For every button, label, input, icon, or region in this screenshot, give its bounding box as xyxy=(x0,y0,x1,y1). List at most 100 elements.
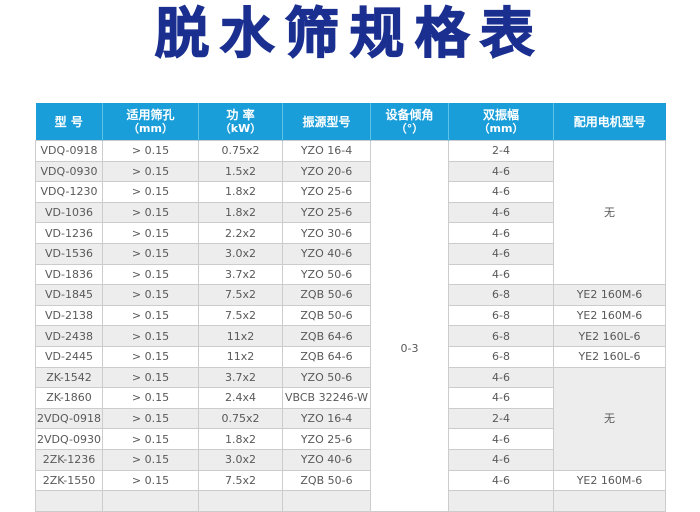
table-row-VDQ-1230: VDQ-1230 > 0.15 1.8x2 YZO 25-6 4-6 xyxy=(35,181,666,203)
cell-source: YZO 25-6 xyxy=(282,201,371,224)
cell-source: YZO 40-6 xyxy=(282,448,371,471)
cell-power: 1.8x2 xyxy=(198,181,283,203)
cell-mesh: > 0.15 xyxy=(102,387,199,409)
cell-mesh: > 0.15 xyxy=(102,366,199,389)
cell-mesh: > 0.15 xyxy=(102,222,199,244)
cell-source: YZO 16-4 xyxy=(282,140,371,162)
header-row: 型 号适用筛孔 （mm）功 率（kW） 振源型号 设备倾角 （°） 双振幅 （mm） 配用电机… xyxy=(35,103,666,141)
cell-amplitude: 4-6 xyxy=(448,263,554,286)
cell-model xyxy=(35,490,103,512)
table-row-VD-1236: VD-1236 > 0.15 2.2x2 YZO 30-6 4-6 xyxy=(35,222,666,244)
cell-mesh: > 0.15 xyxy=(102,263,199,286)
cell-source: YZO 25-6 xyxy=(282,428,371,450)
cell-model: VD-1236 xyxy=(35,222,103,244)
cell-source: YZO 50-6 xyxy=(282,263,371,286)
cell-amplitude: 4-6 xyxy=(448,201,554,224)
table-row-VD-2445: VD-2445 > 0.15 11x2 ZQB 64-6 6-8 YE2 160L-6 xyxy=(35,345,666,368)
cell-source: YZO 40-6 xyxy=(282,242,371,265)
cell-mesh: > 0.15 xyxy=(102,201,199,224)
cell-mesh: > 0.15 xyxy=(102,345,199,368)
col-header-power: 功 率（kW） xyxy=(198,103,283,141)
table-row-2ZK-1550: 2ZK-1550 > 0.15 7.5x2 ZQB 50-6 4-6 YE2 160M-6 xyxy=(35,469,666,492)
cell-mesh: > 0.15 xyxy=(102,284,199,306)
cell-model: VD-1536 xyxy=(35,242,103,265)
cell-amplitude: 4-6 xyxy=(448,181,554,203)
cell-power: 0.75x2 xyxy=(198,407,283,430)
cell-amplitude: 6-8 xyxy=(448,284,554,306)
cell-power: 3.0x2 xyxy=(198,242,283,265)
cell-mesh: > 0.15 xyxy=(102,304,199,327)
cell-model: ZK-1542 xyxy=(35,366,103,389)
table-row-ZK-1542: ZK-1542 > 0.15 3.7x2 YZO 50-6 4-6 无 xyxy=(35,366,666,471)
cell-mesh xyxy=(102,490,199,512)
cell-model: VD-2438 xyxy=(35,325,103,347)
cell-power: 1.8x2 xyxy=(198,428,283,450)
table-row-2VDQ-0930: 2VDQ-0930 > 0.15 1.8x2 YZO 25-6 4-6 xyxy=(35,428,666,450)
cell-source: ZQB 50-6 xyxy=(282,469,371,492)
table-row-partial xyxy=(35,490,666,512)
cell-motor: YE2 160M-6 xyxy=(553,469,666,492)
col-header-mesh: 适用筛孔 （mm） xyxy=(102,103,199,141)
cell-motor: YE2 160M-6 xyxy=(553,304,666,327)
cell-power: 7.5x2 xyxy=(198,304,283,327)
cell-inclination: 0-3 xyxy=(370,140,449,512)
cell-amplitude xyxy=(448,490,554,512)
table-row-VD-2438: VD-2438 > 0.15 11x2 ZQB 64-6 6-8 YE2 160L-6 xyxy=(35,325,666,347)
cell-power: 2.2x2 xyxy=(198,222,283,244)
cell-mesh: > 0.15 xyxy=(102,242,199,265)
cell-source: ZQB 50-6 xyxy=(282,284,371,306)
cell-power: 0.75x2 xyxy=(198,140,283,162)
cell-source: ZQB 64-6 xyxy=(282,325,371,347)
page-title: 脱水筛规格表 xyxy=(154,1,545,66)
cell-power: 11x2 xyxy=(198,345,283,368)
cell-amplitude: 4-6 xyxy=(448,469,554,492)
col-header-motor: 配用电机型号 xyxy=(553,103,666,141)
table-row-VD-1536: VD-1536 > 0.15 3.0x2 YZO 40-6 4-6 xyxy=(35,242,666,265)
cell-amplitude: 6-8 xyxy=(448,304,554,327)
cell-amplitude: 4-6 xyxy=(448,387,554,409)
cell-model: VD-1836 xyxy=(35,263,103,286)
col-header-inclination: 设备倾角 （°） xyxy=(370,103,449,141)
cell-power: 1.5x2 xyxy=(198,160,283,183)
cell-model: VD-2445 xyxy=(35,345,103,368)
cell-mesh: > 0.15 xyxy=(102,448,199,471)
cell-amplitude: 4-6 xyxy=(448,366,554,389)
table-row-VD-1845: VD-1845 > 0.15 7.5x2 ZQB 50-6 6-8 YE2 160M-6 xyxy=(35,284,666,306)
cell-source: YZO 20-6 xyxy=(282,160,371,183)
cell-model: VD-1036 xyxy=(35,201,103,224)
cell-source: YZO 16-4 xyxy=(282,407,371,430)
cell-model: ZK-1860 xyxy=(35,387,103,409)
spec-table: 型 号适用筛孔 （mm）功 率（kW） 振源型号 设备倾角 （°） 双振幅 （mm） 配用电机… xyxy=(35,103,666,512)
cell-mesh: > 0.15 xyxy=(102,428,199,450)
cell-motor: YE2 160L-6 xyxy=(553,325,666,347)
cell-mesh: > 0.15 xyxy=(102,140,199,162)
cell-source: YZO 50-6 xyxy=(282,366,371,389)
cell-model: VDQ-0918 xyxy=(35,140,103,162)
cell-amplitude: 4-6 xyxy=(448,242,554,265)
cell-source: YZO 25-6 xyxy=(282,181,371,203)
cell-mesh: > 0.15 xyxy=(102,325,199,347)
cell-source: ZQB 50-6 xyxy=(282,304,371,327)
cell-model: VD-1845 xyxy=(35,284,103,306)
table-row-VD-2138: VD-2138 > 0.15 7.5x2 ZQB 50-6 6-8 YE2 160M-6 xyxy=(35,304,666,327)
cell-amplitude: 4-6 xyxy=(448,160,554,183)
table-row-2ZK-1236: 2ZK-1236 > 0.15 3.0x2 YZO 40-6 4-6 xyxy=(35,448,666,471)
cell-motor xyxy=(553,490,666,512)
col-header-amplitude: 双振幅 （mm） xyxy=(448,103,554,141)
cell-model: 2VDQ-0918 xyxy=(35,407,103,430)
cell-amplitude: 6-8 xyxy=(448,325,554,347)
cell-amplitude: 4-6 xyxy=(448,448,554,471)
cell-power: 7.5x2 xyxy=(198,284,283,306)
cell-power: 3.7x2 xyxy=(198,263,283,286)
spec-table-body: VDQ-0918 > 0.15 0.75x2 YZO 16-4 0-3 2-4 无 VDQ-0… xyxy=(35,139,666,512)
cell-amplitude: 4-6 xyxy=(448,428,554,450)
cell-motor: 无 xyxy=(553,366,666,471)
cell-model: VDQ-1230 xyxy=(35,181,103,203)
cell-source: YZO 30-6 xyxy=(282,222,371,244)
cell-mesh: > 0.15 xyxy=(102,469,199,492)
cell-power xyxy=(198,490,283,512)
cell-power: 11x2 xyxy=(198,325,283,347)
cell-model: 2ZK-1236 xyxy=(35,448,103,471)
cell-amplitude: 4-6 xyxy=(448,222,554,244)
cell-mesh: > 0.15 xyxy=(102,407,199,430)
